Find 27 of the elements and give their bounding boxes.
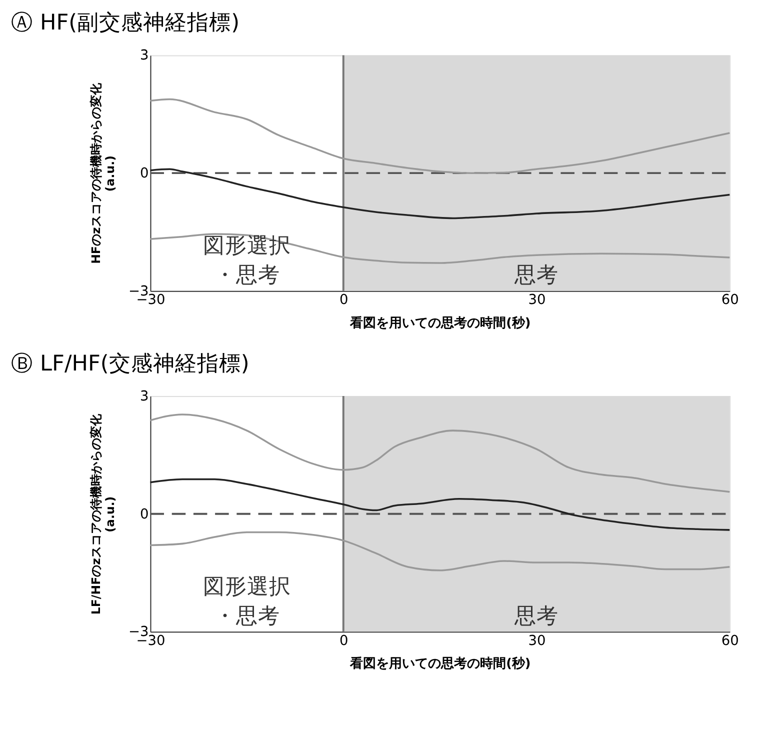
line-series	[149, 168, 731, 220]
y-tick-label: 0	[140, 506, 149, 522]
chart-title: Ⓑ LF/HF(交感神経指標)	[11, 351, 250, 376]
x-tick-label: 60	[721, 292, 739, 308]
band-label: 思考	[514, 263, 558, 288]
x-axis-title: 看図を用いての思考の時間(秒)	[349, 314, 531, 331]
band-label: 思考	[514, 604, 558, 629]
line-series	[149, 478, 731, 531]
x-tick-label: 30	[528, 632, 546, 649]
x-tick-label: 0	[339, 632, 348, 649]
x-tick-label: 30	[528, 292, 546, 308]
y-tick-label: 0	[140, 165, 149, 182]
line-series	[149, 98, 731, 174]
x-tick-label: 0	[339, 292, 348, 308]
x-axis-title: 看図を用いての思考の時間(秒)	[349, 656, 531, 672]
y-tick-label: 3	[140, 48, 149, 64]
chart-title: Ⓐ HF(副交感神経指標)	[11, 10, 240, 36]
line-series	[149, 531, 731, 572]
line-series	[149, 414, 731, 493]
y-axis-title: LF/HFのzスコアの待機時からの変化 (a.u.)	[89, 413, 117, 615]
annotation: 図形選択・思考	[202, 574, 291, 629]
y-tick-label: 3	[140, 388, 149, 404]
annotation: 図形選択・思考	[202, 234, 291, 288]
line-series	[149, 233, 731, 264]
y-axis-title: HFのzスコアの待機時からの変化 (a.u.)	[89, 82, 117, 264]
x-tick-label: −30	[136, 292, 166, 308]
x-tick-label: 60	[721, 632, 739, 649]
